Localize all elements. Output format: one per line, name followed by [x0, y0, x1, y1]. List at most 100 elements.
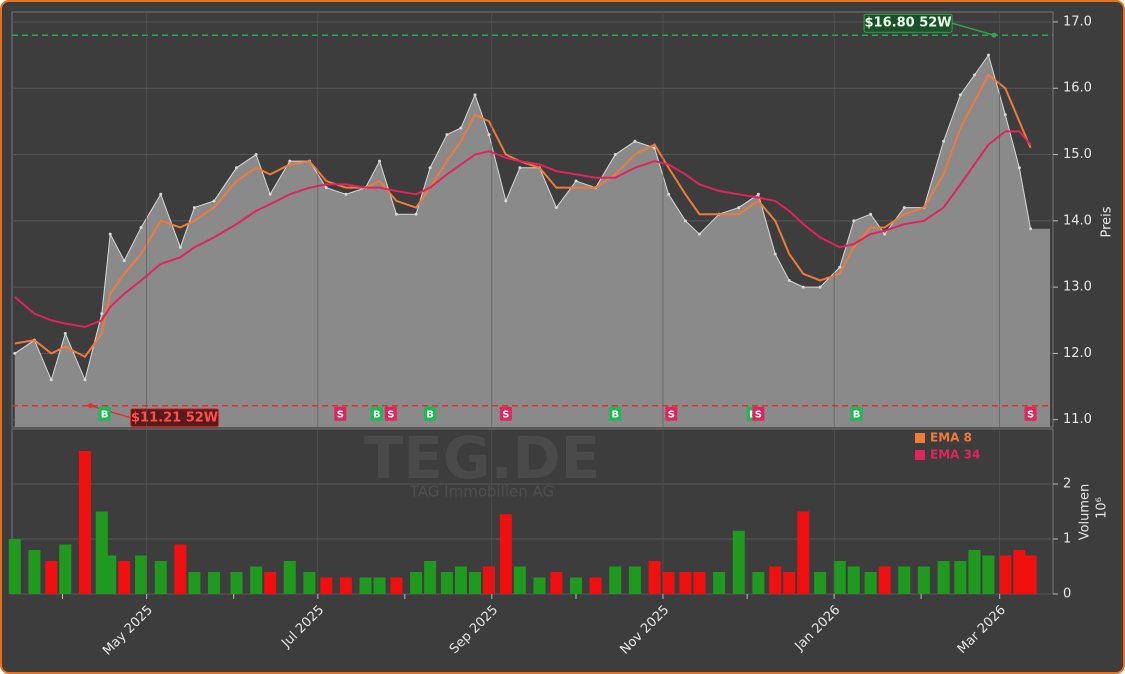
- legend-label: EMA 34: [930, 448, 980, 462]
- price-point: [234, 166, 238, 170]
- volume-bar: [410, 572, 423, 594]
- signal-label: S: [1027, 410, 1034, 421]
- price-point: [883, 232, 887, 236]
- y-axis-multiplier: 10⁶: [1095, 497, 1110, 519]
- price-point: [139, 225, 143, 229]
- signal-marker: [752, 406, 765, 421]
- volume-bar: [250, 566, 263, 594]
- volume-bar: [797, 511, 810, 594]
- volume-bar: [769, 566, 782, 594]
- y-axis-label: Volumen: [1078, 484, 1093, 541]
- volume-bar: [468, 572, 481, 594]
- signal-marker: [609, 406, 622, 421]
- price-point: [49, 378, 53, 382]
- volume-bar: [264, 572, 277, 594]
- annotation-tip: [88, 403, 94, 409]
- volume-bar: [898, 566, 911, 594]
- volume-bar: [440, 572, 453, 594]
- volume-bar: [208, 572, 221, 594]
- volume-bar: [937, 561, 950, 594]
- y-tick-label: 0: [1063, 587, 1071, 602]
- volume-bar: [917, 566, 930, 594]
- price-point: [100, 312, 104, 316]
- annotation-box: [863, 13, 953, 33]
- price-point: [667, 192, 671, 196]
- price-point: [902, 206, 906, 210]
- volume-bar: [8, 539, 21, 594]
- volume-bar: [135, 555, 148, 594]
- signal-label: B: [101, 410, 109, 421]
- volume-bar: [783, 572, 796, 594]
- volume-bar: [373, 577, 386, 594]
- watermark-subtitle: TAG Immobilien AG: [409, 483, 554, 501]
- price-point: [414, 212, 418, 216]
- volume-bar: [390, 577, 403, 594]
- price-point: [958, 93, 962, 97]
- signal-marker: [665, 406, 678, 421]
- ema-line: [14, 130, 1032, 328]
- volume-bar: [174, 544, 187, 594]
- volume-bar: [320, 577, 333, 594]
- price-point: [737, 206, 741, 210]
- volume-bar: [513, 566, 526, 594]
- volume-bar: [424, 561, 437, 594]
- price-point: [288, 159, 292, 163]
- annotation-arrow: [951, 22, 995, 36]
- volume-bar: [283, 561, 296, 594]
- price-point: [852, 219, 856, 223]
- signal-marker: [334, 406, 347, 421]
- price-point: [554, 206, 558, 210]
- y-tick-label: 17.0: [1063, 14, 1092, 29]
- price-point: [613, 153, 617, 157]
- signal-label: S: [668, 410, 675, 421]
- volume-bar: [648, 561, 661, 594]
- volume-bar: [499, 514, 512, 594]
- price-point: [838, 265, 842, 269]
- volume-bar: [454, 566, 467, 594]
- volume-bar: [628, 566, 641, 594]
- volume-bar: [303, 572, 316, 594]
- price-point: [869, 212, 873, 216]
- signal-label: B: [611, 410, 619, 421]
- price-point: [487, 133, 491, 137]
- y-tick-label: 11.0: [1063, 412, 1092, 427]
- price-point: [942, 139, 946, 143]
- price-point: [122, 259, 126, 263]
- price-point: [518, 166, 522, 170]
- volume-bar: [662, 572, 675, 594]
- price-point: [83, 378, 87, 382]
- signal-marker: [499, 406, 512, 421]
- volume-bar: [118, 561, 131, 594]
- signal-label: B: [373, 410, 381, 421]
- y-tick-label: 1: [1063, 532, 1071, 547]
- signal-marker: [98, 406, 111, 421]
- price-point: [1003, 113, 1007, 117]
- price-point: [268, 192, 272, 196]
- volume-bar: [752, 572, 765, 594]
- volume-bar: [339, 577, 352, 594]
- y-tick-label: 14.0: [1063, 213, 1092, 228]
- volume-bar: [609, 566, 622, 594]
- signal-label: S: [755, 410, 762, 421]
- volume-bar: [833, 561, 846, 594]
- price-point: [378, 159, 382, 163]
- price-point: [787, 278, 791, 282]
- price-point: [1029, 227, 1033, 231]
- volume-bar: [483, 566, 496, 594]
- volume-bar: [188, 572, 201, 594]
- price-point: [1017, 166, 1021, 170]
- signal-marker: [850, 406, 863, 421]
- volume-bar: [732, 530, 745, 594]
- legend-swatch: [915, 433, 925, 443]
- price-point: [344, 192, 348, 196]
- volume-bar: [104, 555, 117, 594]
- annotation-box: [130, 408, 220, 428]
- legend-label: EMA 8: [930, 431, 972, 445]
- volume-bar: [589, 577, 602, 594]
- price-point: [428, 166, 432, 170]
- annotation-label: $16.80 52W: [865, 16, 952, 31]
- volume-bar: [1013, 550, 1026, 594]
- volume-bar: [1024, 555, 1037, 594]
- price-point: [324, 186, 328, 190]
- volume-bar: [864, 572, 877, 594]
